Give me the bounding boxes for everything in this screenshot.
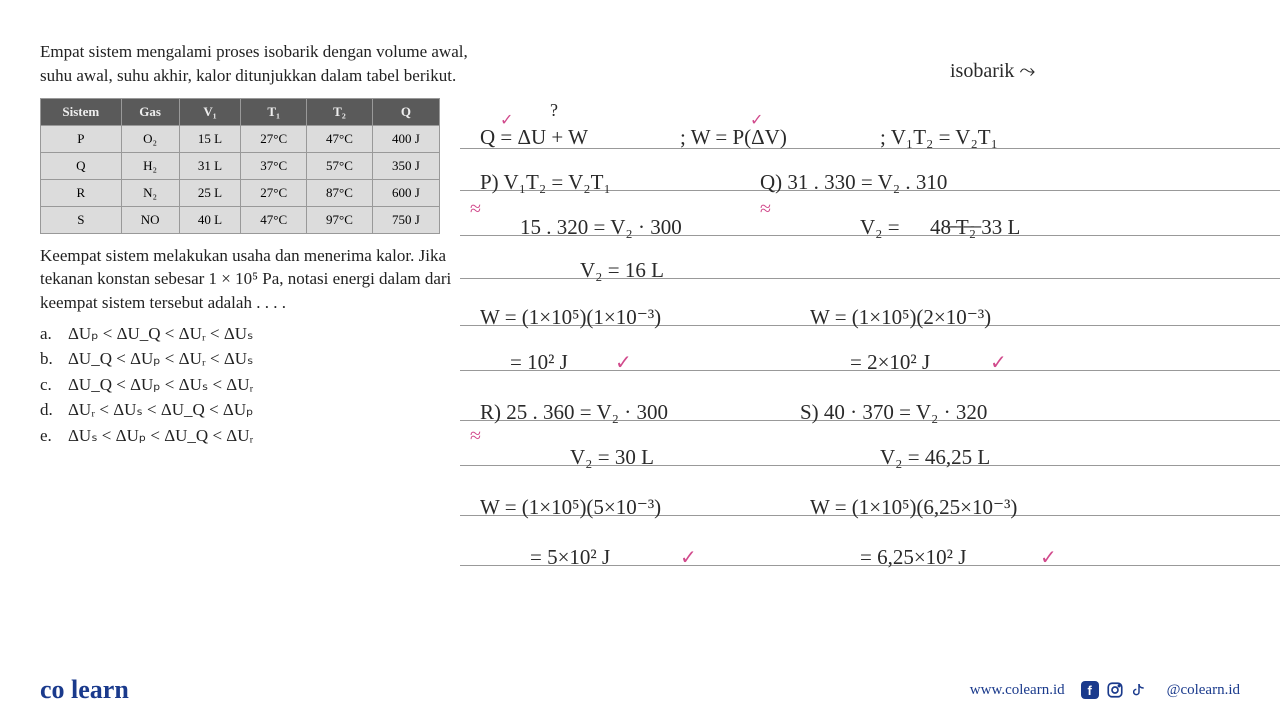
option-text: ΔUᵣ < ΔUₛ < ΔU_Q < ΔUₚ xyxy=(68,397,253,423)
facebook-icon: f xyxy=(1081,681,1099,699)
logo-co: co xyxy=(40,675,65,704)
handwriting-text: P) V₁T₂ = V₂T₁ xyxy=(480,170,611,195)
handwriting-text: Q) 31 . 330 = V₂ . 310 xyxy=(760,170,947,195)
handwriting-text: ; V₁T₂ = V₂T₁ xyxy=(880,125,998,150)
handwriting-text: ✓ xyxy=(680,545,697,570)
table-cell: O₂ xyxy=(121,125,179,152)
table-cell: 47°C xyxy=(241,206,307,233)
handwriting-text: W = (1×10⁵)(2×10⁻³) xyxy=(810,305,991,330)
option-label: c. xyxy=(40,372,68,398)
handwriting-text: ; W = P(ΔV) xyxy=(680,125,787,150)
handwriting-text: 48̶ ̶T̶₂̶ 33 L xyxy=(930,215,1020,240)
handwriting-text: W = (1×10⁵)(5×10⁻³) xyxy=(480,495,661,520)
table-cell: 37°C xyxy=(241,152,307,179)
footer: co learn www.colearn.id f @colearn.id xyxy=(0,660,1280,720)
table-cell: 25 L xyxy=(179,179,241,206)
handwriting-text: V₂ = 16 L xyxy=(580,258,664,283)
table-cell: H₂ xyxy=(121,152,179,179)
handwriting-text: ≈ xyxy=(760,198,771,221)
table-header-cell: Gas xyxy=(121,98,179,125)
table-cell: Q xyxy=(41,152,122,179)
table-cell: 57°C xyxy=(307,152,373,179)
handwriting-text: = 6,25×10² J xyxy=(860,545,966,570)
tiktok-icon xyxy=(1131,680,1151,700)
option-label: a. xyxy=(40,321,68,347)
table-cell: 400 J xyxy=(372,125,439,152)
table-header-cell: T₁ xyxy=(241,98,307,125)
table-header-cell: V₁ xyxy=(179,98,241,125)
answer-options: a.ΔUₚ < ΔU_Q < ΔUᵣ < ΔUₛb.ΔU_Q < ΔUₚ < Δ… xyxy=(40,321,480,449)
option-text: ΔUₚ < ΔU_Q < ΔUᵣ < ΔUₛ xyxy=(68,321,253,347)
social-icons: f xyxy=(1081,680,1151,700)
handwriting-text: V₂ = 46,25 L xyxy=(880,445,990,470)
data-table: SistemGasV₁T₁T₂Q PO₂15 L27°C47°C400 JQH₂… xyxy=(40,98,440,234)
table-row: SNO40 L47°C97°C750 J xyxy=(41,206,440,233)
table-row: RN₂25 L27°C87°C600 J xyxy=(41,179,440,206)
question-intro: Empat sistem mengalami proses isobarik d… xyxy=(40,40,480,88)
footer-right: www.colearn.id f @colearn.id xyxy=(970,680,1240,700)
option-row: d.ΔUᵣ < ΔUₛ < ΔU_Q < ΔUₚ xyxy=(40,397,480,423)
table-row: QH₂31 L37°C57°C350 J xyxy=(41,152,440,179)
handwriting-text: ? xyxy=(550,100,558,121)
option-row: a.ΔUₚ < ΔU_Q < ΔUᵣ < ΔUₛ xyxy=(40,321,480,347)
handwriting-text: isobarik ⤳ xyxy=(950,60,1035,83)
table-cell: 600 J xyxy=(372,179,439,206)
handwriting-text: 15 . 320 = V₂ · 300 xyxy=(520,215,682,240)
table-cell: 27°C xyxy=(241,125,307,152)
option-label: e. xyxy=(40,423,68,449)
table-cell: 97°C xyxy=(307,206,373,233)
handwriting-text: W = (1×10⁵)(6,25×10⁻³) xyxy=(810,495,1017,520)
question-panel: Empat sistem mengalami proses isobarik d… xyxy=(40,40,480,640)
handwriting-text: R) 25 . 360 = V₂ · 300 xyxy=(480,400,668,425)
table-header-cell: Q xyxy=(372,98,439,125)
logo: co learn xyxy=(40,675,129,705)
table-header-cell: Sistem xyxy=(41,98,122,125)
table-cell: 40 L xyxy=(179,206,241,233)
option-label: b. xyxy=(40,346,68,372)
option-label: d. xyxy=(40,397,68,423)
option-text: ΔU_Q < ΔUₚ < ΔUᵣ < ΔUₛ xyxy=(68,346,253,372)
table-row: PO₂15 L27°C47°C400 J xyxy=(41,125,440,152)
option-text: ΔUₛ < ΔUₚ < ΔU_Q < ΔUᵣ xyxy=(68,423,253,449)
table-cell: 87°C xyxy=(307,179,373,206)
handwriting-text: ✓ xyxy=(990,350,1007,375)
table-cell: R xyxy=(41,179,122,206)
handwriting-text: = 2×10² J xyxy=(850,350,930,375)
handwriting-text: = 5×10² J xyxy=(530,545,610,570)
table-cell: 750 J xyxy=(372,206,439,233)
footer-url: www.colearn.id xyxy=(970,682,1065,699)
handwriting-text: S) 40 · 370 = V₂ · 320 xyxy=(800,400,987,425)
table-cell: 31 L xyxy=(179,152,241,179)
handwriting-text: ✓ xyxy=(615,350,632,375)
handwriting-text: ≈ xyxy=(470,198,481,221)
handwriting-text: ≈ xyxy=(470,425,481,448)
handwriting-text: W = (1×10⁵)(1×10⁻³) xyxy=(480,305,661,330)
handwriting-text: ✓ xyxy=(1040,545,1057,570)
table-cell: 350 J xyxy=(372,152,439,179)
option-text: ΔU_Q < ΔUₚ < ΔUₛ < ΔUᵣ xyxy=(68,372,253,398)
handwriting-text: = 10² J xyxy=(510,350,568,375)
handwriting-text: Q = ΔU + W xyxy=(480,125,588,150)
option-row: c.ΔU_Q < ΔUₚ < ΔUₛ < ΔUᵣ xyxy=(40,372,480,398)
table-cell: S xyxy=(41,206,122,233)
table-cell: 27°C xyxy=(241,179,307,206)
table-header-cell: T₂ xyxy=(307,98,373,125)
table-cell: NO xyxy=(121,206,179,233)
option-row: e.ΔUₛ < ΔUₚ < ΔU_Q < ΔUᵣ xyxy=(40,423,480,449)
table-cell: 15 L xyxy=(179,125,241,152)
instagram-icon xyxy=(1105,680,1125,700)
option-row: b.ΔU_Q < ΔUₚ < ΔUᵣ < ΔUₛ xyxy=(40,346,480,372)
question-body: Keempat sistem melakukan usaha dan mener… xyxy=(40,244,480,315)
handwriting-text: V₂ = 30 L xyxy=(570,445,654,470)
table-cell: N₂ xyxy=(121,179,179,206)
handwriting-panel: isobarik ⤳✓?Q = ΔU + W; W = P(ΔV)✓; V₁T₂… xyxy=(480,40,1240,640)
logo-learn: learn xyxy=(71,675,129,704)
handwriting-text: ✓ xyxy=(750,110,763,130)
handwriting-text: V₂ = xyxy=(860,215,900,240)
footer-handle: @colearn.id xyxy=(1167,682,1240,699)
table-cell: 47°C xyxy=(307,125,373,152)
table-cell: P xyxy=(41,125,122,152)
